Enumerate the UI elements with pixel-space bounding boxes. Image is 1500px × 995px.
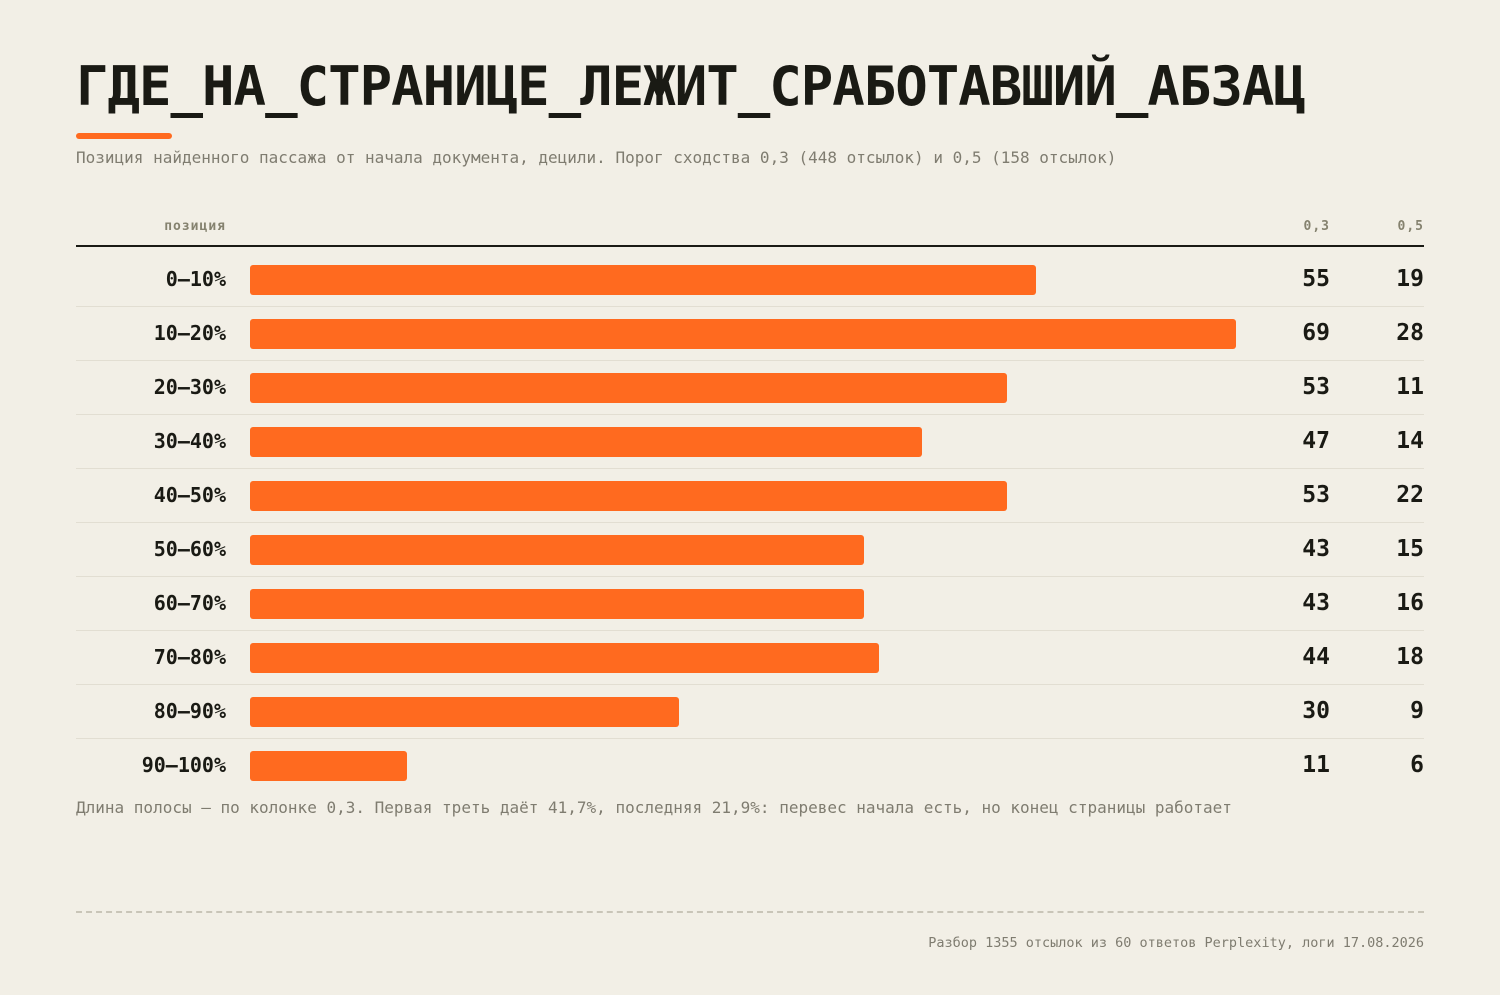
value-threshold-05: 16 [1396, 590, 1424, 616]
chart-row: 40–50% 53 22 [76, 468, 1424, 522]
bar [250, 319, 1236, 349]
category-label: 70–80% [153, 645, 226, 669]
category-label: 10–20% [153, 321, 226, 345]
value-threshold-05: 22 [1396, 482, 1424, 508]
chart-row: 60–70% 43 16 [76, 576, 1424, 630]
value-threshold-05: 9 [1410, 698, 1424, 724]
chart-row: 0–10% 55 19 [76, 253, 1424, 306]
category-label: 0–10% [165, 267, 226, 291]
column-header-threshold-03: 0,3 [1303, 219, 1330, 234]
column-header-position: позиция [164, 219, 226, 234]
value-threshold-05: 18 [1396, 644, 1424, 670]
value-threshold-05: 28 [1396, 320, 1424, 346]
header-rule [76, 245, 1424, 247]
page-title: ГДЕ_НА_СТРАНИЦЕ_ЛЕЖИТ_СРАБОТАВШИЙ_АБЗАЦ [76, 55, 1306, 118]
value-threshold-03: 53 [1302, 482, 1330, 508]
bar [250, 481, 1007, 511]
bar [250, 589, 864, 619]
category-label: 20–30% [153, 375, 226, 399]
category-label: 60–70% [153, 591, 226, 615]
chart-row: 20–30% 53 11 [76, 360, 1424, 414]
bar [250, 697, 679, 727]
value-threshold-05: 11 [1396, 374, 1424, 400]
category-label: 30–40% [153, 429, 226, 453]
bar [250, 427, 922, 457]
value-threshold-03: 53 [1302, 374, 1330, 400]
chart-row: 70–80% 44 18 [76, 630, 1424, 684]
chart-row: 10–20% 69 28 [76, 306, 1424, 360]
category-label: 40–50% [153, 483, 226, 507]
chart-row: 90–100% 11 6 [76, 738, 1424, 792]
source-note: Разбор 1355 отсылок из 60 ответов Perple… [928, 935, 1424, 951]
value-threshold-05: 6 [1410, 752, 1424, 778]
value-threshold-03: 69 [1302, 320, 1330, 346]
chart-subtitle: Позиция найденного пассажа от начала док… [76, 148, 1117, 167]
chart-row: 80–90% 30 9 [76, 684, 1424, 738]
value-threshold-03: 11 [1302, 752, 1330, 778]
chart-footnote: Длина полосы — по колонке 0,3. Первая тр… [76, 798, 1232, 817]
value-threshold-03: 43 [1302, 590, 1330, 616]
value-threshold-05: 15 [1396, 536, 1424, 562]
chart-row: 50–60% 43 15 [76, 522, 1424, 576]
bar [250, 265, 1036, 295]
value-threshold-03: 44 [1302, 644, 1330, 670]
bar-chart: 0–10% 55 19 10–20% 69 28 20–30% 53 11 30–40% 47 14 4… [76, 253, 1424, 792]
bar [250, 751, 407, 781]
chart-row: 30–40% 47 14 [76, 414, 1424, 468]
category-label: 50–60% [153, 537, 226, 561]
value-threshold-03: 55 [1302, 266, 1330, 292]
bar [250, 535, 864, 565]
column-header-threshold-05: 0,5 [1397, 219, 1424, 234]
category-label: 90–100% [141, 753, 226, 777]
value-threshold-03: 43 [1302, 536, 1330, 562]
value-threshold-05: 19 [1396, 266, 1424, 292]
title-accent-rule [76, 133, 172, 139]
value-threshold-03: 30 [1302, 698, 1330, 724]
value-threshold-05: 14 [1396, 428, 1424, 454]
bar [250, 643, 879, 673]
value-threshold-03: 47 [1302, 428, 1330, 454]
bar [250, 373, 1007, 403]
category-label: 80–90% [153, 699, 226, 723]
footer-divider [76, 911, 1424, 913]
